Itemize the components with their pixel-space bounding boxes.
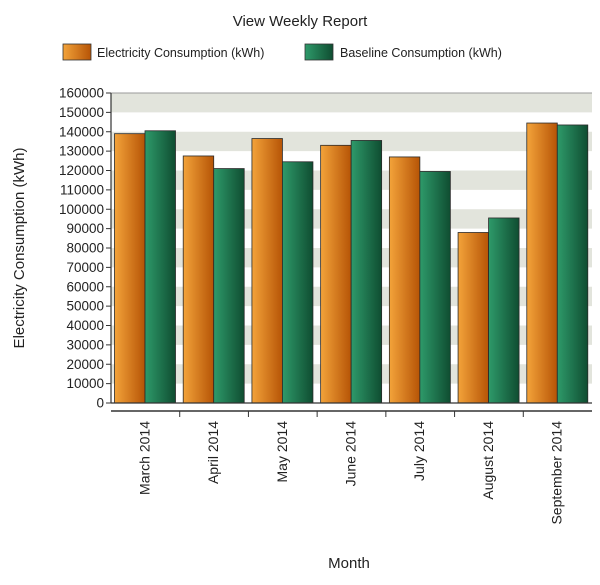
y-tick-label: 50000 [66, 299, 104, 314]
bar-baseline [282, 161, 314, 404]
bar-electricity [251, 138, 283, 404]
y-tick-label: 140000 [59, 124, 104, 139]
x-tick-label: April 2014 [205, 421, 221, 484]
bar-baseline [556, 124, 589, 404]
bar-electricity [388, 156, 421, 404]
legend-swatch-baseline [304, 43, 334, 61]
legend: Electricity Consumption (kWh) Baseline C… [62, 43, 502, 61]
x-tick-label: September 2014 [549, 421, 565, 525]
y-tick-label: 40000 [66, 318, 104, 333]
y-tick-label: 110000 [60, 182, 104, 197]
x-tick-label: August 2014 [480, 421, 496, 500]
x-tick-label: July 2014 [411, 421, 427, 481]
y-tick-label: 30000 [66, 337, 104, 352]
y-axis-ticks: 0 10000 20000 30000 40000 50000 60000 70000 8000… [59, 86, 112, 411]
legend-label-baseline: Baseline Consumption (kWh) [340, 46, 502, 60]
x-tick-label: May 2014 [274, 421, 290, 483]
y-tick-label: 120000 [59, 163, 104, 178]
y-tick-label: 20000 [66, 357, 104, 372]
bar-baseline [488, 217, 520, 404]
bar-electricity [457, 232, 489, 404]
y-tick-label: 70000 [66, 260, 104, 275]
grid-band [111, 93, 592, 113]
y-tick-label: 150000 [59, 105, 104, 120]
x-axis: March 2014 April 2014 May 2014 June 2014 Jul… [111, 402, 592, 525]
bars [114, 122, 589, 404]
legend-label-electricity: Electricity Consumption (kWh) [97, 46, 264, 60]
bar-baseline [213, 168, 245, 404]
legend-swatch-electricity [62, 43, 92, 61]
y-axis-label: Electricity Consumption (kWh) [11, 148, 28, 349]
y-tick-label: 80000 [66, 241, 104, 256]
y-tick-label: 10000 [66, 376, 104, 391]
bar-baseline [350, 140, 383, 404]
x-axis-label: Month [328, 555, 370, 572]
y-tick-label: 0 [96, 396, 104, 411]
y-tick-label: 60000 [66, 279, 104, 294]
bar-electricity [320, 144, 352, 404]
bar-electricity [526, 122, 558, 404]
bar-electricity [182, 155, 215, 404]
y-tick-label: 100000 [59, 202, 104, 217]
bar-baseline [144, 130, 176, 404]
y-tick-label: 160000 [59, 86, 104, 101]
bar-baseline [419, 171, 451, 404]
y-tick-label: 90000 [66, 221, 104, 236]
x-tick-label: March 2014 [136, 421, 152, 495]
x-tick-label: June 2014 [343, 421, 359, 487]
chart-title: View Weekly Report [233, 13, 368, 30]
y-tick-label: 130000 [59, 144, 104, 159]
bar-electricity [114, 133, 146, 404]
